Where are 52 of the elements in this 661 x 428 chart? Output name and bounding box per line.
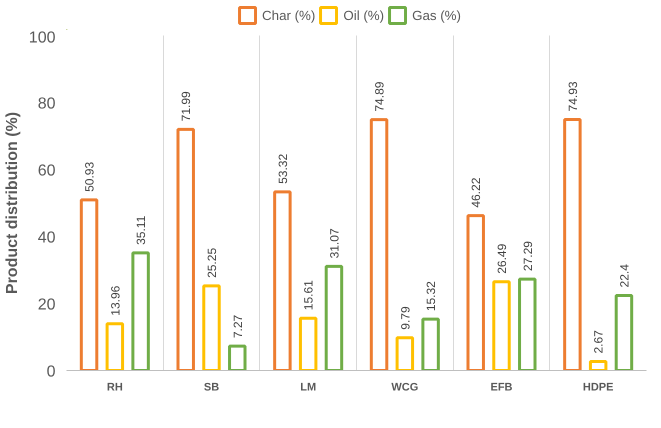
bar <box>131 251 150 370</box>
bar <box>370 118 388 370</box>
data-label: 74.89 <box>372 81 387 112</box>
bar <box>563 118 582 370</box>
y-axis-title: Product distribution (%) <box>4 112 21 294</box>
bar <box>518 278 537 370</box>
data-label: 53.32 <box>276 154 290 184</box>
y-tick-label: 40 <box>38 230 56 246</box>
x-tick-label: SB <box>204 382 220 394</box>
y-tick-label: 60 <box>38 162 56 180</box>
bar <box>466 214 485 370</box>
bar <box>176 128 195 370</box>
data-label: 71.99 <box>179 90 194 122</box>
legend-label: Oil (%) <box>343 8 384 22</box>
bar <box>80 198 98 370</box>
data-label: 25.25 <box>205 248 219 278</box>
bar <box>228 344 247 370</box>
legend-label: Gas (%) <box>412 8 461 22</box>
data-label: 2.67 <box>592 330 606 354</box>
bar <box>106 322 124 370</box>
data-label: 35.11 <box>134 215 148 245</box>
data-label: 50.93 <box>82 162 97 192</box>
bar <box>298 316 318 370</box>
data-label: 46.22 <box>469 177 484 208</box>
bar <box>202 284 221 370</box>
data-label: 26.49 <box>495 243 509 274</box>
bar <box>324 264 344 370</box>
bar <box>396 336 414 370</box>
x-tick-label: EFB <box>490 382 513 394</box>
data-label: 31.07 <box>327 228 342 258</box>
bar <box>492 280 511 370</box>
x-tick-label: WCG <box>391 382 418 394</box>
data-label: 13.96 <box>108 285 122 316</box>
y-tick-label: 100 <box>28 30 56 46</box>
y-tick-label: 80 <box>38 96 56 112</box>
y-tick-label: 0 <box>46 364 56 380</box>
bar <box>421 318 440 370</box>
x-tick-label: HDPE <box>582 382 614 394</box>
bar <box>273 190 292 370</box>
data-label: 15.32 <box>424 280 438 312</box>
data-label: 22.4 <box>617 264 632 288</box>
legend-label: Char (%) <box>262 8 316 22</box>
x-tick-label: LM <box>300 382 316 394</box>
data-label: 15.61 <box>302 280 316 310</box>
bar <box>614 294 634 370</box>
y-tick-label: 20 <box>38 296 56 314</box>
x-tick-label: RH <box>106 382 123 394</box>
bar <box>588 360 608 370</box>
data-label: 27.29 <box>520 240 535 272</box>
data-label: 74.93 <box>566 81 580 112</box>
data-label: 7.27 <box>230 314 245 338</box>
data-label: 9.79 <box>398 306 412 330</box>
